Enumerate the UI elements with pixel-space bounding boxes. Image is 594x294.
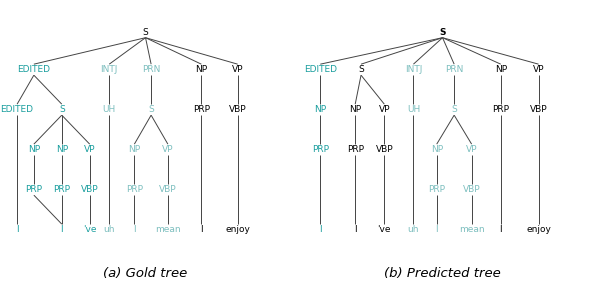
Text: NP: NP <box>56 145 68 154</box>
Text: PRP: PRP <box>193 105 210 114</box>
Text: PRP: PRP <box>312 145 329 154</box>
Text: (a) Gold tree: (a) Gold tree <box>103 267 188 280</box>
Text: NP: NP <box>28 145 40 154</box>
Text: VP: VP <box>162 145 173 154</box>
Text: S: S <box>451 105 457 114</box>
Text: PRN: PRN <box>445 65 463 74</box>
Text: NP: NP <box>128 145 140 154</box>
Text: (b) Predicted tree: (b) Predicted tree <box>384 267 501 280</box>
Text: 've: 've <box>378 225 391 234</box>
Text: I: I <box>61 225 63 234</box>
Text: UH: UH <box>103 105 116 114</box>
Text: S: S <box>143 28 148 37</box>
Text: uh: uh <box>103 225 115 234</box>
Text: INTJ: INTJ <box>405 65 422 74</box>
Text: VBP: VBP <box>375 145 393 154</box>
Text: NP: NP <box>349 105 361 114</box>
Text: NP: NP <box>495 65 507 74</box>
Text: I: I <box>16 225 18 234</box>
Text: S: S <box>440 28 446 37</box>
Text: EDITED: EDITED <box>1 105 34 114</box>
Text: VBP: VBP <box>229 105 247 114</box>
Text: VBP: VBP <box>81 185 99 194</box>
Text: S: S <box>59 105 65 114</box>
Text: I: I <box>354 225 356 234</box>
Text: VP: VP <box>378 105 390 114</box>
Text: NP: NP <box>195 65 207 74</box>
Text: mean: mean <box>155 225 181 234</box>
Text: NP: NP <box>431 145 443 154</box>
Text: mean: mean <box>459 225 485 234</box>
Text: S: S <box>148 105 154 114</box>
Text: VP: VP <box>533 65 544 74</box>
Text: INTJ: INTJ <box>100 65 118 74</box>
Text: VBP: VBP <box>159 185 176 194</box>
Text: VP: VP <box>466 145 478 154</box>
Text: EDITED: EDITED <box>17 65 50 74</box>
Text: PRN: PRN <box>142 65 160 74</box>
Text: PRP: PRP <box>126 185 143 194</box>
Text: PRP: PRP <box>26 185 42 194</box>
Text: VP: VP <box>84 145 96 154</box>
Text: S: S <box>358 65 364 74</box>
Text: PRP: PRP <box>347 145 364 154</box>
Text: NP: NP <box>314 105 326 114</box>
Text: VBP: VBP <box>463 185 481 194</box>
Text: EDITED: EDITED <box>304 65 337 74</box>
Text: uh: uh <box>407 225 419 234</box>
Text: VBP: VBP <box>530 105 548 114</box>
Text: I: I <box>133 225 135 234</box>
Text: PRP: PRP <box>428 185 446 194</box>
Text: I: I <box>319 225 321 234</box>
Text: enjoy: enjoy <box>225 225 250 234</box>
Text: VP: VP <box>232 65 244 74</box>
Text: PRP: PRP <box>492 105 509 114</box>
Text: I: I <box>500 225 502 234</box>
Text: I: I <box>435 225 438 234</box>
Text: I: I <box>200 225 203 234</box>
Text: 've: 've <box>83 225 96 234</box>
Text: PRP: PRP <box>53 185 70 194</box>
Text: enjoy: enjoy <box>526 225 551 234</box>
Text: UH: UH <box>407 105 420 114</box>
